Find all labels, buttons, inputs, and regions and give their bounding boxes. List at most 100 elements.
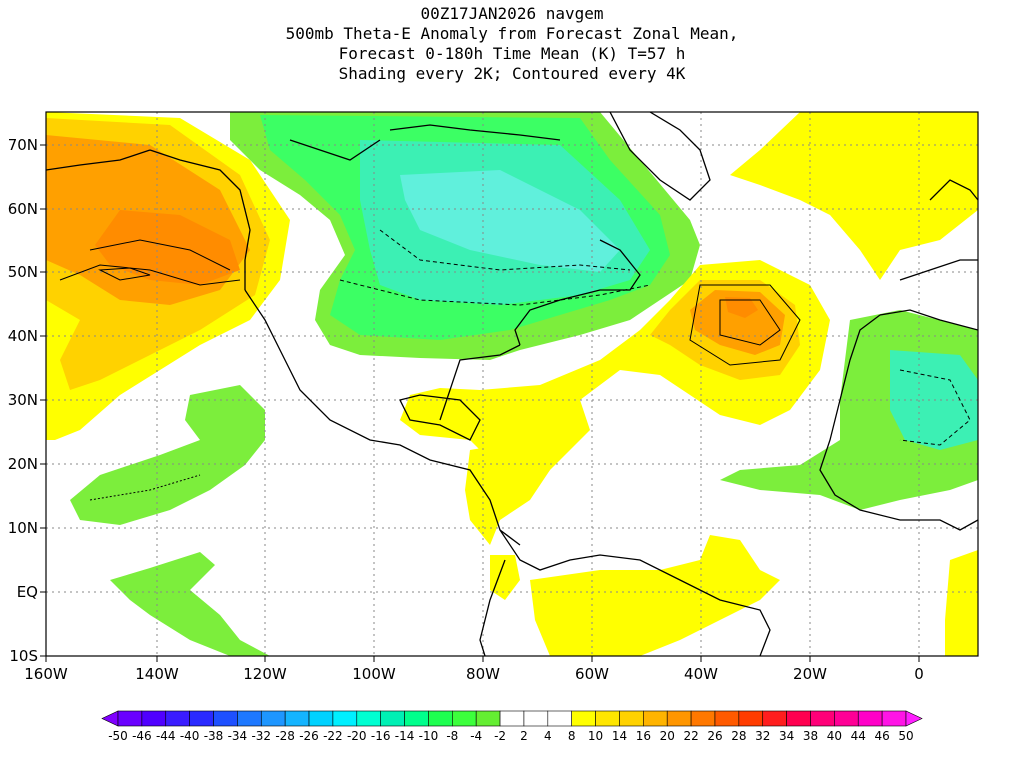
colorbar-label: 40 <box>827 729 842 743</box>
colorbar-label: 8 <box>568 729 576 743</box>
colorbar-label: -46 <box>132 729 152 743</box>
colorbar-label: 4 <box>544 729 552 743</box>
colorbar-swatch <box>762 710 787 727</box>
anomaly-positive-region-central-america <box>490 555 520 600</box>
lon-label: 20W <box>793 665 827 683</box>
title-block: 00Z17JAN2026 navgem 500mb Theta-E Anomal… <box>0 4 1024 84</box>
longitude-axis: 160W 140W 120W 100W 80W 60W 40W 20W 0 <box>24 656 924 683</box>
map-frame <box>45 111 979 657</box>
title-line-3: Forecast 0-180h Time Mean (K) T=57 h <box>338 44 686 63</box>
colorbar-swatch <box>595 710 620 727</box>
coastlines <box>46 112 978 656</box>
colorbar-label: -2 <box>494 729 506 743</box>
anomaly-region-atlantic-orange-dark <box>725 297 758 318</box>
colorbar-label: -40 <box>180 729 200 743</box>
colorbar-swatch <box>189 710 214 727</box>
lon-label: 140W <box>135 665 179 683</box>
colorbar-label: -26 <box>299 729 319 743</box>
colorbar-swatch <box>308 710 334 727</box>
title-line-4: Shading every 2K; Contoured every 4K <box>338 64 686 83</box>
lon-label: 100W <box>352 665 396 683</box>
colorbar-swatch <box>857 710 883 727</box>
colorbar-swatch <box>101 710 119 727</box>
colorbar-label: -34 <box>228 729 248 743</box>
colorbar-swatch <box>428 710 453 727</box>
colorbar-label: 2 <box>520 729 528 743</box>
colorbar-swatch <box>666 710 692 727</box>
contours <box>59 229 971 501</box>
colorbar-swatch <box>117 710 143 727</box>
colorbar-label: -44 <box>156 729 176 743</box>
colorbar: -50 -46 -44 -40 -38 -34 -32 -28 -26 -22 -20 -16 -14-… <box>101 710 923 743</box>
colorbar-swatch <box>619 710 644 727</box>
lon-label: 40W <box>684 665 718 683</box>
colorbar-label: -10 <box>419 729 439 743</box>
colorbar-swatch <box>786 710 811 727</box>
colorbar-swatch <box>499 710 525 727</box>
colorbar-swatch <box>834 710 859 727</box>
colorbar-swatch <box>690 710 716 727</box>
anomaly-negative-region-pacific-subtropics <box>70 385 265 525</box>
colorbar-swatch <box>165 710 190 727</box>
colorbar-label: -16 <box>371 729 391 743</box>
colorbar-label: -4 <box>470 729 482 743</box>
colorbar-label: -14 <box>395 729 415 743</box>
colorbar-swatch <box>332 710 358 727</box>
lat-label: 40N <box>8 327 38 345</box>
colorbar-swatch <box>213 710 238 727</box>
colorbar-label: 10 <box>588 729 603 743</box>
anomaly-positive-region-south-america <box>530 535 780 656</box>
lon-label: 0 <box>914 665 924 683</box>
colorbar-swatch <box>475 710 501 727</box>
colorbar-swatch <box>141 710 167 727</box>
colorbar-label: 46 <box>874 729 889 743</box>
latitude-axis: 70N 60N 50N 40N 30N 20N 10N EQ 10S <box>8 136 46 665</box>
anomaly-region-atlantic-orange <box>690 290 785 355</box>
colorbar-swatch <box>452 710 477 727</box>
colorbar-swatch <box>523 710 549 727</box>
title-line-1: 00Z17JAN2026 navgem <box>420 4 604 23</box>
colorbar-label: 20 <box>660 729 675 743</box>
colorbar-label: 16 <box>636 729 651 743</box>
colorbar-swatch <box>404 710 429 727</box>
title-line-2: 500mb Theta-E Anomaly from Forecast Zona… <box>285 24 739 43</box>
lat-label: 20N <box>8 455 38 473</box>
colorbar-label: 50 <box>898 729 913 743</box>
colorbar-label: 26 <box>707 729 722 743</box>
colorbar-swatch <box>237 710 262 727</box>
anomaly-positive-region-caribbean <box>465 440 550 545</box>
lat-label: 60N <box>8 200 38 218</box>
map-plot-area <box>46 112 978 656</box>
colorbar-swatch <box>380 710 405 727</box>
colorbar-swatch <box>643 710 668 727</box>
anomaly-positive-region-arctic-atlantic <box>730 112 978 280</box>
colorbar-swatch <box>356 710 381 727</box>
colorbar-label: 22 <box>683 729 698 743</box>
colorbar-label: -20 <box>347 729 367 743</box>
colorbar-swatch <box>547 710 572 727</box>
lat-label: EQ <box>17 583 38 601</box>
gridlines <box>46 112 978 656</box>
colorbar-label: -32 <box>251 729 271 743</box>
colorbar-swatch <box>905 710 923 727</box>
colorbar-label: -8 <box>446 729 458 743</box>
colorbar-swatch <box>810 710 835 727</box>
anomaly-positive-region-africa-south <box>945 550 978 656</box>
lat-label: 30N <box>8 391 38 409</box>
colorbar-label: 32 <box>755 729 770 743</box>
anomaly-region-pacific-orange-dark <box>95 210 240 285</box>
lon-label: 80W <box>466 665 500 683</box>
lon-label: 120W <box>243 665 287 683</box>
anomaly-region-na-cyan <box>400 170 620 272</box>
colorbar-swatch <box>881 710 907 727</box>
lat-label: 50N <box>8 263 38 281</box>
colorbar-label: -38 <box>204 729 224 743</box>
colorbar-label: 38 <box>803 729 818 743</box>
colorbar-swatch <box>260 710 286 727</box>
lat-label: 70N <box>8 136 38 154</box>
lat-label: 10N <box>8 519 38 537</box>
colorbar-label: 14 <box>612 729 627 743</box>
colorbar-label: 28 <box>731 729 746 743</box>
colorbar-label: -28 <box>275 729 295 743</box>
